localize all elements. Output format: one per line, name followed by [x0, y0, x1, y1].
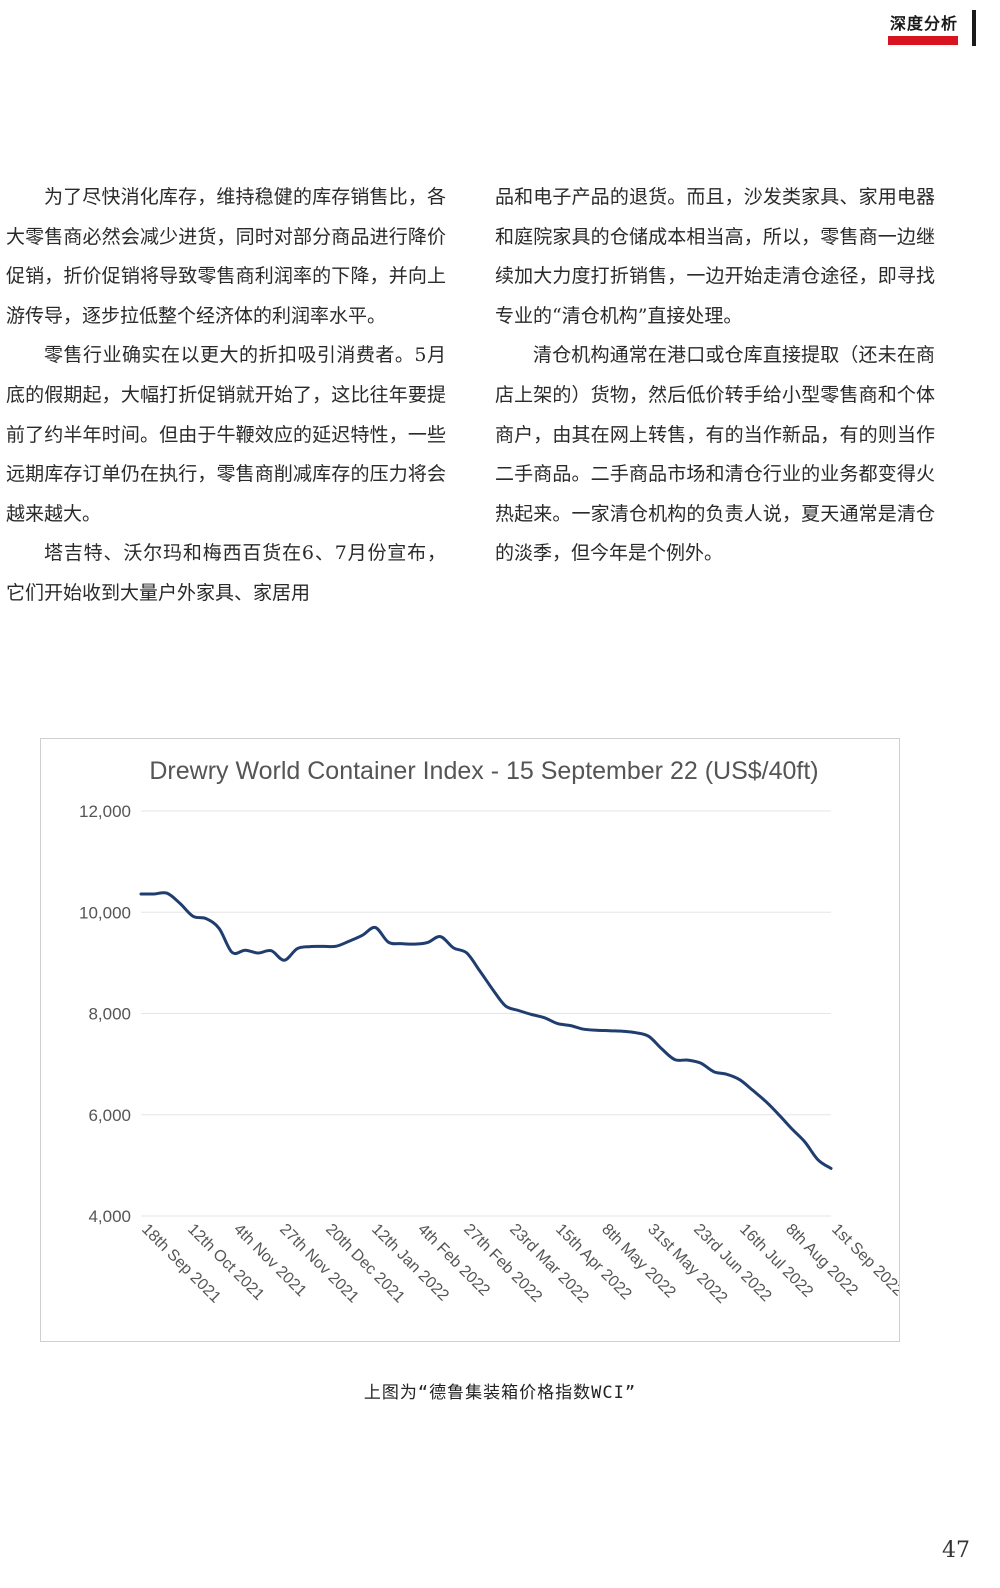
chart-gridlines — [141, 810, 831, 1217]
x-tick-label: 31st May 2022 — [644, 1221, 730, 1307]
x-tick-label: 27th Nov 2021 — [276, 1221, 362, 1307]
y-tick-label: 12,000 — [79, 802, 131, 821]
chart-title: Drewry World Container Index - 15 Septem… — [149, 757, 818, 785]
chart-series-line — [139, 891, 833, 1170]
y-tick-label: 6,000 — [88, 1106, 131, 1125]
left-paragraph-1: 为了尽快消化库存，维持稳健的库存销售比，各大零售商必然会减少进货，同时对部分商品… — [6, 186, 446, 327]
x-tick-label: 27th Feb 2022 — [460, 1221, 545, 1306]
y-tick-label: 10,000 — [79, 903, 131, 922]
x-tick-label: 23rd Mar 2022 — [506, 1221, 592, 1307]
chart-container: Drewry World Container Index - 15 Septem… — [40, 738, 900, 1342]
page-number: 47 — [942, 1538, 970, 1563]
right-paragraph-2: 清仓机构通常在港口或仓库直接提取（还未在商店上架的）货物，然后低价转手给小型零售… — [495, 344, 935, 565]
figure-caption: 上图为“德鲁集装箱价格指数WCI” — [363, 1383, 637, 1403]
left-paragraph-3: 塔吉特、沃尔玛和梅西百货在6、7月份宣布，它们开始收到大量户外家具、家居用 — [6, 542, 446, 604]
y-tick-label: 8,000 — [88, 1005, 131, 1024]
chart-y-ticks: 12,000 10,000 8,000 6,000 4,000 — [79, 802, 131, 1226]
left-paragraph-2: 零售行业确实在以更大的折扣吸引消费者。5月底的假期起，大幅打折促销就开始了，这比… — [6, 344, 446, 525]
x-tick-label: 20th Dec 2021 — [322, 1221, 408, 1307]
x-tick-label: 18th Sep 2021 — [138, 1221, 224, 1307]
section-label-red-bar — [888, 36, 958, 45]
section-label: 深度分析 — [889, 14, 958, 33]
y-tick-label: 4,000 — [88, 1207, 131, 1226]
section-label-vertical-bar — [972, 10, 976, 46]
article-left-column: 为了尽快消化库存，维持稳健的库存销售比，各大零售商必然会减少进货，同时对部分商品… — [6, 178, 446, 614]
article-right-column: 品和电子产品的退货。而且，沙发类家具、家用电器和庭院家具的仓储成本相当高，所以，… — [495, 178, 935, 574]
right-paragraph-1: 品和电子产品的退货。而且，沙发类家具、家用电器和庭院家具的仓储成本相当高，所以，… — [495, 186, 935, 327]
wci-line-chart: Drewry World Container Index - 15 Septem… — [79, 757, 899, 1307]
